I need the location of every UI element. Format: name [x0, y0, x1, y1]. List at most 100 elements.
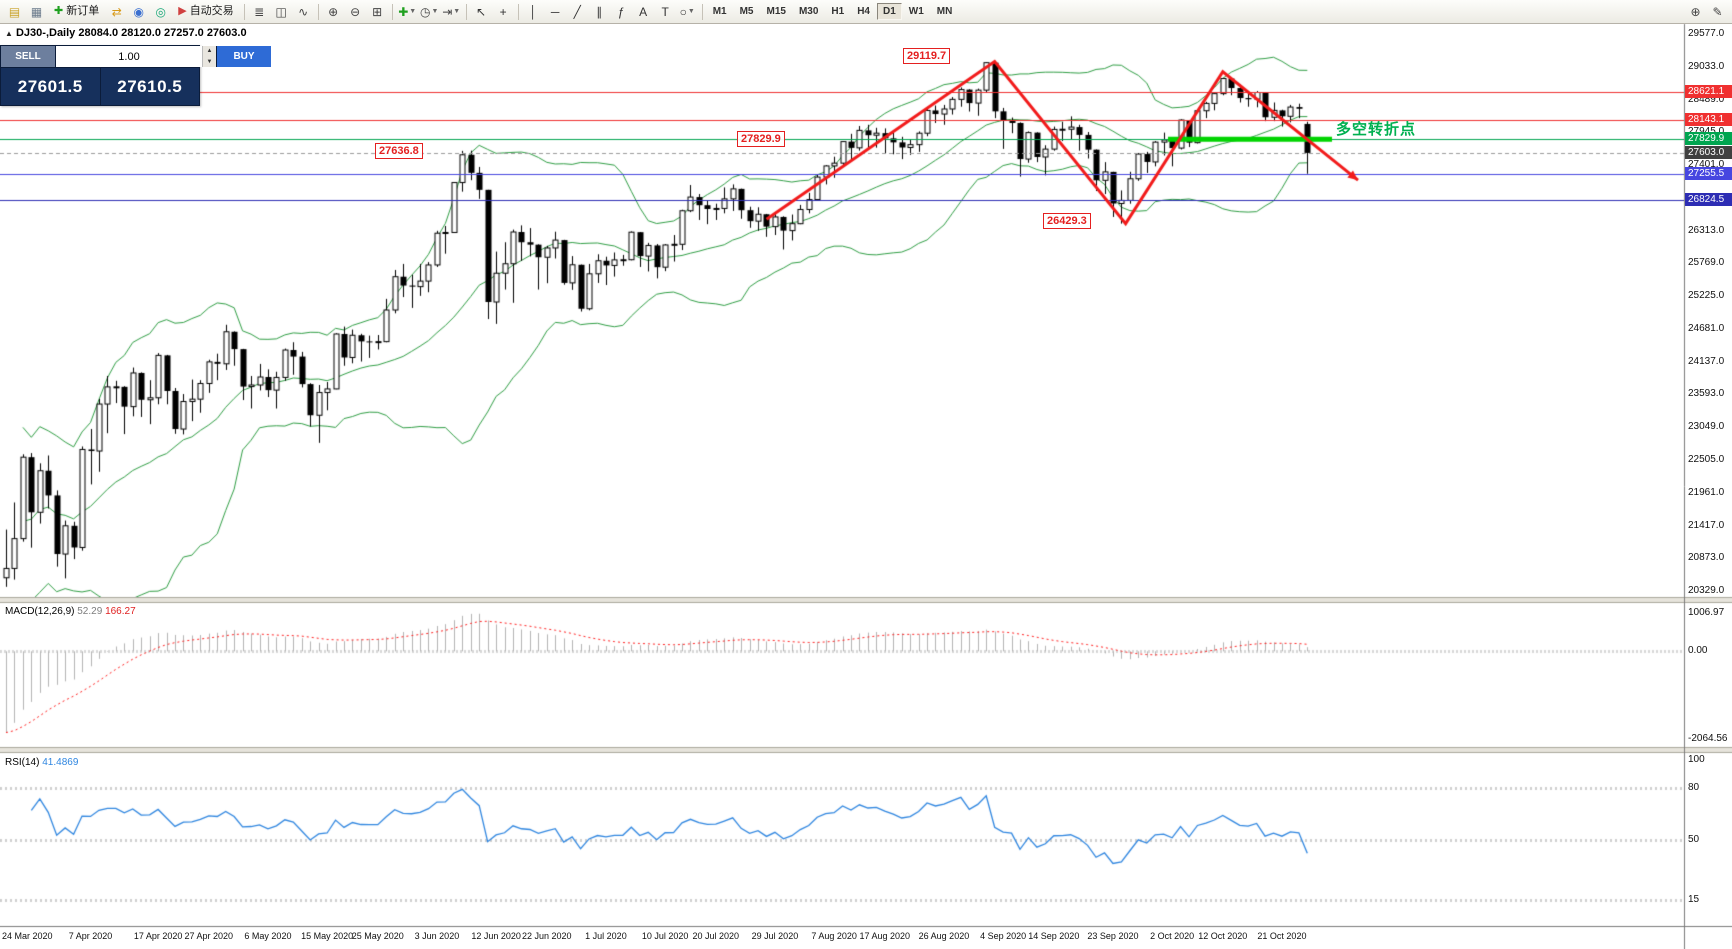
bar-chart-icon[interactable]: ≣: [249, 1, 270, 22]
toolbar-separator: [701, 3, 703, 20]
shapes-icon[interactable]: ○ ▼: [677, 1, 698, 22]
rsi-axis-label: 80: [1688, 782, 1700, 793]
timeframe-w1[interactable]: W1: [908, 6, 924, 17]
indicators-icon-dropdown[interactable]: ▼: [409, 8, 417, 15]
line-chart-icon[interactable]: ∿: [293, 1, 314, 22]
timeframe-m5[interactable]: M5: [739, 6, 754, 17]
crosshair-icon[interactable]: +: [493, 1, 514, 22]
rsi-label: RSI(14) 41.4869: [5, 757, 78, 768]
buy-price[interactable]: 27610.5: [117, 76, 183, 96]
price-axis-label: 21417.0: [1688, 519, 1725, 531]
date-axis-label: 21 Oct 2020: [1257, 931, 1307, 941]
price-level-badge: 26824.5: [1685, 192, 1732, 206]
new-order-button[interactable]: ✚ 新订单: [48, 1, 105, 22]
text-icon[interactable]: A: [633, 1, 654, 22]
macd-signal-value: 166.27: [105, 606, 136, 617]
zoom-in-icon-glyph: ⊕: [328, 4, 339, 19]
price-flag-label[interactable]: 27636.8: [375, 143, 423, 159]
indicators-icon[interactable]: ✚ ▼: [397, 1, 418, 22]
fibonacci-icon[interactable]: ƒ: [611, 1, 632, 22]
volume-down-icon[interactable]: ▼: [203, 56, 216, 67]
edit-icon[interactable]: ✎: [1707, 1, 1728, 22]
autotrade-button[interactable]: ▶ 自动交易: [172, 1, 239, 22]
periods-icon-glyph: ◷: [419, 4, 431, 19]
market-icon-glyph: ◉: [133, 4, 144, 19]
price-flag-label[interactable]: 29119.7: [903, 48, 951, 64]
templates-icon-dropdown[interactable]: ▼: [453, 8, 461, 15]
tile-windows-icon-glyph: ⊞: [372, 4, 383, 19]
autotrade-icon: ▶: [178, 5, 187, 17]
cursor-icon[interactable]: ↖: [471, 1, 492, 22]
label-icon-glyph: T: [661, 4, 669, 19]
timeframe-d1[interactable]: D1: [877, 3, 902, 20]
price-axis-label: 27945.0: [1688, 126, 1724, 137]
timeframe-m15[interactable]: M15: [766, 6, 786, 17]
timeframe-mn[interactable]: MN: [936, 6, 953, 17]
date-axis-label: 23 Sep 2020: [1087, 931, 1139, 941]
timeframe-h4[interactable]: H4: [857, 6, 870, 17]
periods-icon-dropdown[interactable]: ▼: [431, 8, 439, 15]
turning-point-label[interactable]: 多空转折点: [1336, 121, 1417, 138]
mql-community-icon[interactable]: ◎: [150, 1, 171, 22]
templates-icon[interactable]: ⇥ ▼: [441, 1, 462, 22]
timeframe-m1[interactable]: M1: [712, 6, 727, 17]
periods-icon[interactable]: ◷ ▼: [419, 1, 440, 22]
fibonacci-icon-glyph: ƒ: [617, 4, 625, 19]
search-icon[interactable]: ⊕: [1685, 1, 1706, 22]
shapes-icon-glyph: ○: [679, 4, 687, 19]
toolbar-separator: [317, 3, 319, 20]
date-axis-label: 15 May 2020: [301, 931, 354, 941]
date-axis-label: 17 Aug 2020: [859, 931, 911, 941]
edit-icon-glyph: ✎: [1712, 4, 1723, 19]
history-sync-icon[interactable]: ⇄: [106, 1, 127, 22]
sell-price[interactable]: 27601.5: [1, 68, 101, 105]
candlestick-chart-icon[interactable]: ◫: [271, 1, 292, 22]
macd-axis-label: 0.00: [1688, 645, 1708, 657]
market-icon[interactable]: ◉: [128, 1, 149, 22]
date-axis-label: 29 Jul 2020: [751, 931, 799, 941]
hline-icon[interactable]: ─: [545, 1, 566, 22]
rsi-value: 41.4869: [42, 757, 79, 768]
tile-windows-icon[interactable]: ⊞: [367, 1, 388, 22]
price-flag-label[interactable]: 26429.3: [1043, 213, 1091, 229]
timeframe-m30[interactable]: M30: [798, 6, 819, 17]
volume-field: ▲ ▼: [56, 46, 216, 67]
timeframe-h1[interactable]: H1: [831, 6, 845, 17]
zoom-in-icon[interactable]: ⊕: [323, 1, 344, 22]
chart-title: ▲ DJ30-,Daily 28084.0 28120.0 27257.0 27…: [5, 27, 247, 39]
price-axis-label: 25769.0: [1688, 257, 1725, 269]
macd-axis-label: 1006.97: [1688, 607, 1725, 618]
volume-input[interactable]: [56, 46, 202, 67]
buy-button[interactable]: BUY: [216, 46, 271, 67]
sell-button[interactable]: SELL: [1, 46, 56, 67]
price-flag-label[interactable]: 27829.9: [737, 131, 785, 147]
label-icon[interactable]: T: [655, 1, 676, 22]
new-chart-icon[interactable]: ▤: [4, 1, 25, 22]
macd-label: MACD(12,26,9) 52.29 166.27: [5, 606, 136, 617]
price-level-badge: 28143.1: [1685, 113, 1732, 127]
toolbar-separator: [243, 3, 245, 20]
date-axis-label: 1 Jul 2020: [585, 931, 627, 941]
price-axis-label: 25225.0: [1688, 290, 1725, 302]
price-axis-label: 20329.0: [1688, 585, 1725, 597]
crosshair-icon-glyph: +: [499, 4, 507, 19]
trendline-icon[interactable]: ╱: [567, 1, 588, 22]
date-axis-label: 27 Apr 2020: [184, 931, 234, 941]
toolbar-separator: [517, 3, 519, 20]
date-axis-label: 17 Apr 2020: [133, 931, 183, 941]
volume-up-icon[interactable]: ▲: [203, 46, 216, 57]
price-axis-label: 24681.0: [1688, 322, 1725, 334]
charts-list-icon[interactable]: ▦: [26, 1, 47, 22]
price-axis-label: 20873.0: [1688, 552, 1725, 564]
line-chart-icon-glyph: ∿: [298, 4, 309, 19]
shapes-icon-dropdown[interactable]: ▼: [687, 8, 695, 15]
price-level-badge: 27829.9: [1685, 132, 1732, 146]
history-sync-icon-glyph: ⇄: [111, 4, 122, 19]
price-level-badge: 28621.1: [1685, 84, 1732, 98]
toolbar-separator: [465, 3, 467, 20]
vline-icon[interactable]: │: [523, 1, 544, 22]
zoom-out-icon[interactable]: ⊖: [345, 1, 366, 22]
channel-icon[interactable]: ∥: [589, 1, 610, 22]
